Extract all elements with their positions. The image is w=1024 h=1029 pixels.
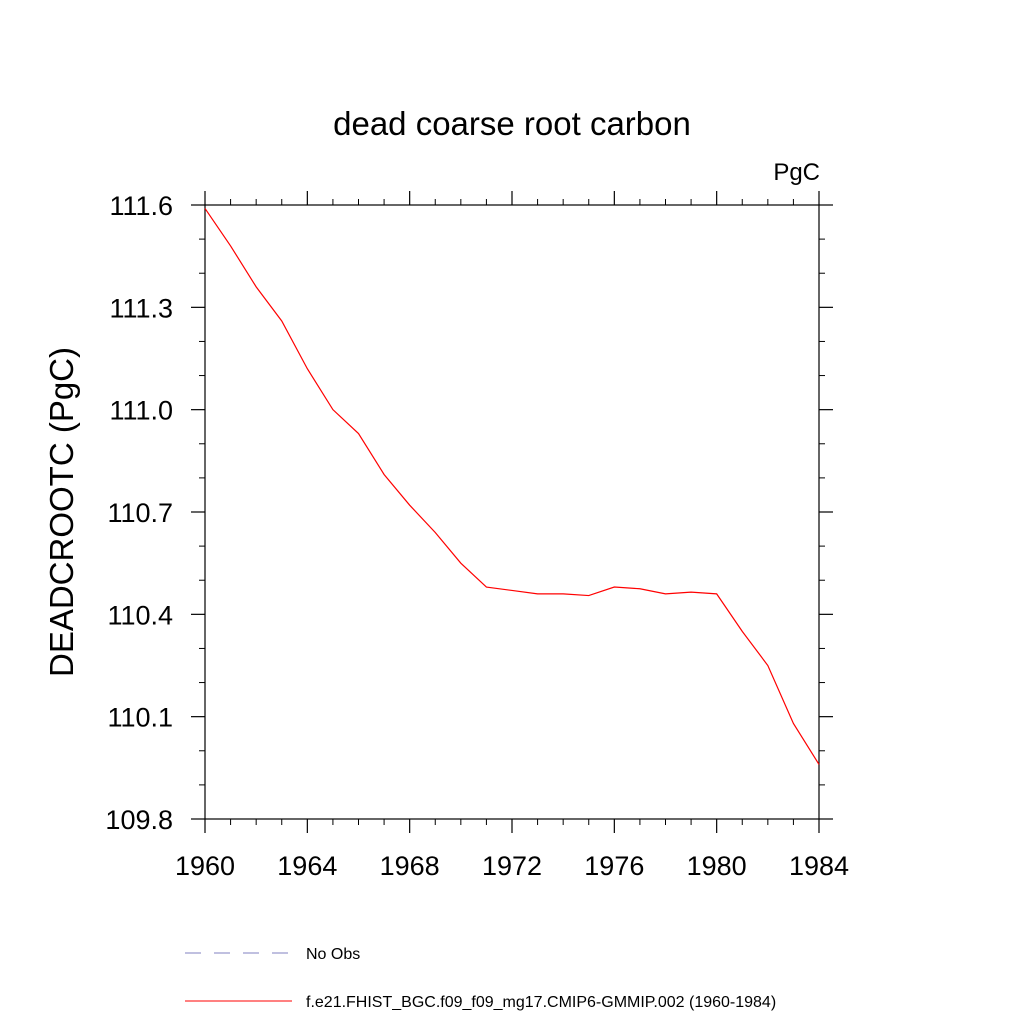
y-tick-label: 110.4 [107,600,173,630]
legend: No Obs f.e21.FHIST_BGC.f09_f09_mg17.CMIP… [185,946,776,1011]
x-tick-label: 1980 [687,851,747,881]
x-axis-ticks: 1960 1964 1968 1972 1976 1980 1984 [175,191,849,881]
x-tick-label: 1960 [175,851,235,881]
y-tick-label: 111.0 [109,396,173,426]
y-tick-label: 111.3 [109,293,173,323]
series-line [204,208,820,765]
x-tick-label: 1976 [584,851,644,881]
y-tick-label: 110.7 [107,498,173,528]
y-axis-ticks: 109.8 110.1 110.4 110.7 111.0 111.3 111.6 [105,191,833,835]
chart-title: dead coarse root carbon [333,105,691,142]
y-axis-title: DEADCROOTC (PgC) [43,347,80,677]
x-tick-label: 1984 [789,851,849,881]
x-tick-label: 1968 [380,851,440,881]
series-layer [204,208,820,765]
y-tick-label: 111.6 [109,191,173,221]
units-label: PgC [773,159,820,186]
x-tick-label: 1964 [277,851,337,881]
legend-label-model-run: f.e21.FHIST_BGC.f09_f09_mg17.CMIP6-GMMIP… [306,994,776,1011]
y-tick-label: 109.8 [105,805,173,835]
legend-label-no-obs: No Obs [306,946,360,963]
x-tick-label: 1972 [482,851,542,881]
plot-frame [204,204,820,820]
y-tick-label: 110.1 [107,703,173,733]
